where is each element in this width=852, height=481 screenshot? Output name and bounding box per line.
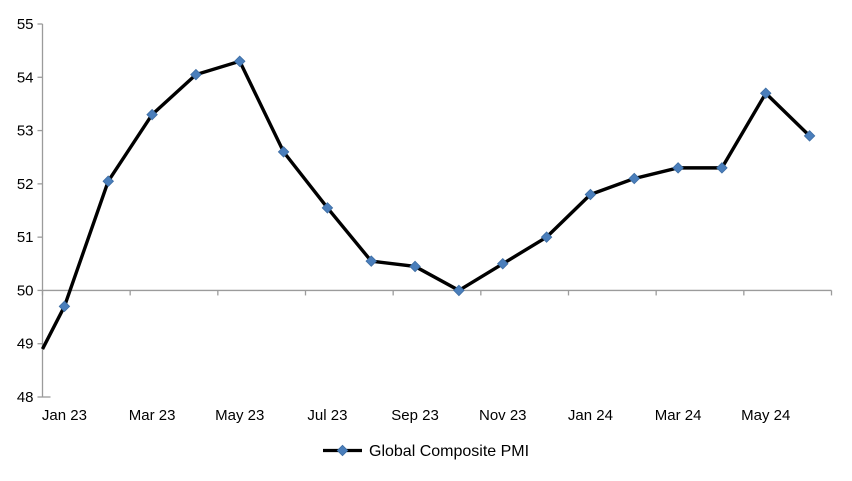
y-tick-label: 50 — [17, 282, 34, 299]
y-tick-label: 48 — [17, 389, 34, 406]
data-point-marker — [803, 130, 816, 142]
data-point-marker — [496, 258, 509, 270]
data-point-marker — [58, 300, 71, 313]
x-tick-label: Mar 23 — [129, 407, 176, 424]
x-tick-label: Jan 24 — [568, 407, 613, 424]
x-tick-label: May 23 — [215, 407, 264, 424]
data-point-marker — [540, 231, 553, 243]
y-tick-label: 55 — [17, 16, 34, 33]
data-point-marker — [584, 188, 597, 201]
data-point-marker — [672, 162, 684, 174]
x-tick-label: Sep 23 — [391, 407, 439, 424]
data-point-marker — [628, 172, 641, 185]
data-point-marker — [365, 255, 378, 267]
legend-marker-icon — [336, 444, 349, 457]
y-tick-label: 51 — [17, 229, 34, 246]
data-point-marker — [321, 202, 334, 214]
data-point-marker — [102, 175, 115, 187]
data-point-marker — [277, 146, 290, 158]
y-tick-label: 49 — [17, 336, 34, 353]
x-tick-label: Jul 23 — [307, 407, 347, 424]
data-point-marker — [716, 162, 728, 174]
data-point-marker — [409, 260, 421, 273]
data-point-marker — [146, 108, 158, 121]
x-tick-label: Mar 24 — [655, 407, 702, 424]
x-tick-label: Jan 23 — [42, 407, 87, 424]
y-tick-label: 54 — [17, 69, 34, 86]
data-point-marker — [759, 87, 772, 100]
series-line — [40, 59, 811, 350]
data-point-marker — [190, 68, 202, 81]
x-tick-label: May 24 — [741, 407, 790, 424]
data-point-marker — [453, 284, 465, 297]
y-tick-label: 52 — [17, 176, 34, 193]
data-point-marker — [233, 55, 246, 68]
legend-label: Global Composite PMI — [369, 443, 529, 460]
y-tick-label: 53 — [17, 123, 34, 140]
x-tick-label: Nov 23 — [479, 407, 527, 424]
